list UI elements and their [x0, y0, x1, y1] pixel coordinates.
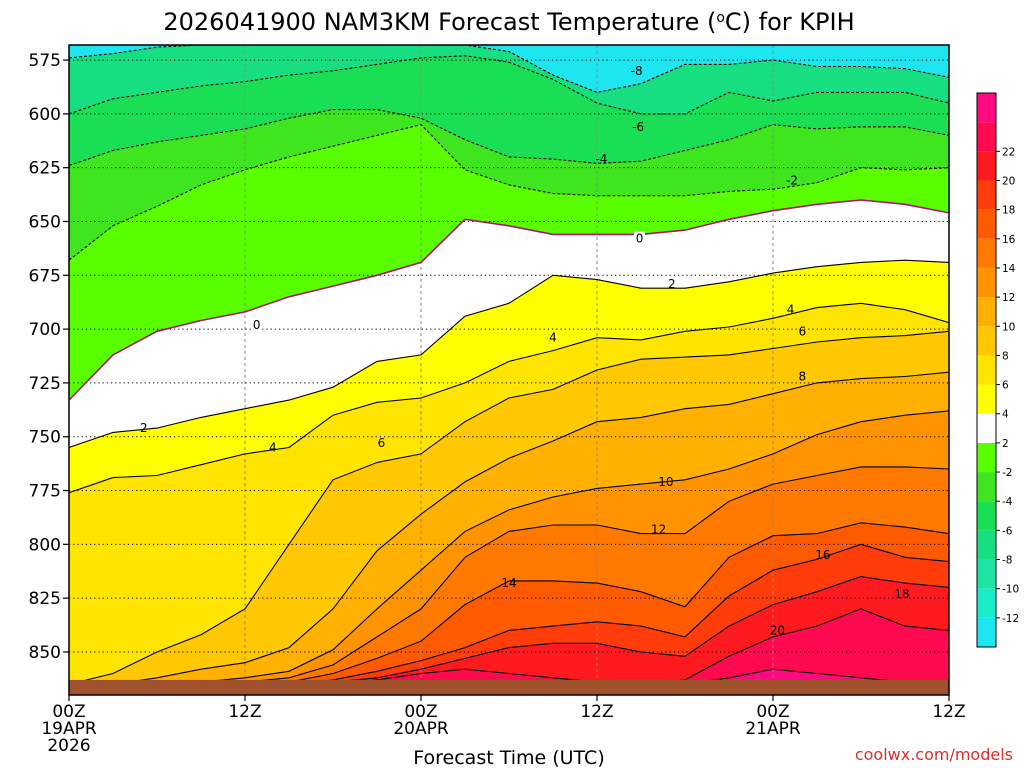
colorbar-label: 16 — [1002, 234, 1016, 246]
isotherm-line — [69, 199, 949, 401]
ground-band — [69, 679, 949, 695]
contour-label: -6 — [632, 120, 644, 134]
contour-label: 4 — [549, 331, 557, 345]
contour-label: 14 — [501, 576, 516, 590]
y-tick-label: 800 — [29, 535, 61, 555]
contour-label: 16 — [815, 548, 830, 562]
contour-label: 6 — [799, 324, 807, 338]
colorbar-swatch — [977, 180, 996, 210]
contour-label-bg — [251, 317, 263, 332]
y-tick-label: 750 — [29, 428, 61, 448]
contour-label: 18 — [894, 587, 909, 601]
plot-frame — [68, 44, 950, 696]
isotherm-line — [69, 371, 949, 685]
isotherm-line — [69, 109, 949, 167]
colorbar-swatch — [977, 559, 996, 589]
colorbar-label: 18 — [1002, 205, 1015, 217]
colorbar-label: 14 — [1002, 263, 1016, 275]
band-fill — [69, 608, 949, 695]
colorbar-label: 22 — [1002, 146, 1015, 158]
credit-link[interactable]: coolwx.com/models — [855, 745, 1013, 764]
colorbar-label: -2 — [1002, 467, 1012, 479]
colorbar-swatch — [977, 267, 996, 298]
colorbar-label: 4 — [1002, 409, 1009, 421]
contour-label: 20 — [770, 623, 785, 637]
colorbar-swatch — [977, 617, 996, 647]
x-tick-label: 12Z — [932, 702, 965, 722]
colorbar-swatch — [977, 209, 996, 239]
x-tick-label: 21APR — [745, 719, 801, 739]
isotherm-line — [69, 259, 949, 449]
contour-label: 8 — [799, 369, 807, 383]
colorbar: -12 -10 -8 -6 -4 -2 2 4 6 8 10 12 14 16 18 20 22 — [976, 92, 1019, 648]
contour-label: -8 — [631, 64, 643, 78]
contour-label: 4 — [787, 303, 795, 317]
colorbar-swatch — [977, 413, 996, 443]
contour-label: -4 — [595, 152, 607, 166]
colorbar-swatch — [977, 355, 996, 385]
y-tick-label: 700 — [29, 320, 61, 340]
isotherm-line — [69, 45, 949, 93]
isotherm-line — [69, 330, 949, 685]
contour-label: 10 — [658, 475, 673, 489]
colorbar-label: 20 — [1002, 175, 1015, 187]
colorbar-swatch — [977, 238, 996, 268]
contour-label-bg — [634, 231, 646, 246]
x-tick-label: 00Z — [52, 702, 85, 722]
contour-label: 2 — [668, 277, 676, 291]
isotherm-line — [69, 55, 949, 115]
x-tick-label: 12Z — [228, 702, 261, 722]
colorbar-label: 8 — [1002, 350, 1009, 362]
plot-area: -8-6-4-200224446681012141618205756006256… — [29, 44, 966, 756]
colorbar-swatch — [977, 326, 996, 356]
x-tick-label: 12Z — [580, 702, 613, 722]
y-tick-label: 575 — [29, 51, 61, 71]
x-axis-label: Forecast Time (UTC) — [413, 747, 604, 768]
contour-label: 0 — [636, 232, 644, 246]
colorbar-swatch — [977, 122, 996, 152]
contour-label: -2 — [786, 174, 798, 188]
isotherm-line — [69, 302, 949, 494]
colorbar-label: 12 — [1002, 292, 1015, 304]
y-tick-label: 625 — [29, 159, 61, 179]
x-tick-label: 20APR — [393, 719, 449, 739]
colorbar-label: -8 — [1002, 555, 1012, 567]
colorbar-label: -10 — [1002, 584, 1019, 596]
colorbar-label: 2 — [1002, 438, 1009, 450]
chart-title: 2026041900 NAM3KM Forecast Temperature (… — [163, 8, 854, 36]
contour-label: 2 — [140, 421, 148, 435]
x-tick-label: 00Z — [756, 702, 789, 722]
contour-label: 12 — [651, 522, 666, 536]
x-tick-label: 00Z — [404, 702, 437, 722]
colorbar-swatch — [977, 472, 996, 502]
colorbar-swatch — [977, 588, 996, 618]
colorbar-label: 10 — [1002, 321, 1015, 333]
contour-label: 4 — [269, 440, 277, 454]
y-tick-label: 725 — [29, 374, 61, 394]
colorbar-label: -12 — [1002, 613, 1019, 625]
colorbar-swatch — [977, 501, 996, 531]
y-tick-label: 675 — [29, 266, 61, 286]
colorbar-swatch — [977, 297, 996, 327]
isotherm-line — [69, 123, 949, 261]
y-tick-label: 650 — [29, 212, 61, 232]
colorbar-swatch — [977, 442, 996, 473]
colorbar-frame — [976, 92, 997, 648]
colorbar-label: -4 — [1002, 496, 1013, 508]
y-tick-label: 850 — [29, 643, 61, 663]
y-tick-label: 775 — [29, 482, 61, 502]
colorbar-swatch — [977, 151, 996, 181]
contour-label: 0 — [253, 318, 261, 332]
colorbar-swatch — [977, 384, 996, 414]
colorbar-label: -6 — [1002, 525, 1013, 537]
colorbar-label: 6 — [1002, 380, 1009, 392]
y-tick-label: 825 — [29, 589, 61, 609]
x-tick-label: 2026 — [47, 736, 90, 756]
colorbar-swatch — [977, 93, 996, 123]
x-tick-label: 19APR — [41, 719, 97, 739]
y-tick-label: 600 — [29, 105, 61, 125]
colorbar-swatch — [977, 530, 996, 560]
contour-label: 6 — [378, 436, 386, 450]
